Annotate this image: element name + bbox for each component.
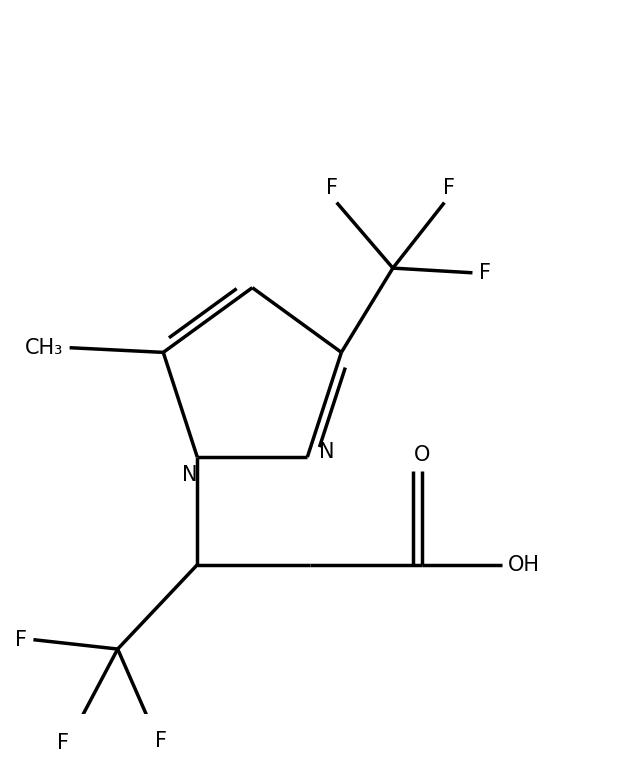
Text: OH: OH <box>508 555 540 575</box>
Text: O: O <box>414 445 430 465</box>
Text: F: F <box>479 262 491 283</box>
Text: F: F <box>443 178 455 198</box>
Text: F: F <box>155 730 167 750</box>
Text: CH₃: CH₃ <box>25 337 63 357</box>
Text: N: N <box>182 465 197 485</box>
Text: F: F <box>326 178 338 198</box>
Text: N: N <box>318 442 334 462</box>
Text: F: F <box>15 630 27 650</box>
Text: F: F <box>57 733 69 753</box>
